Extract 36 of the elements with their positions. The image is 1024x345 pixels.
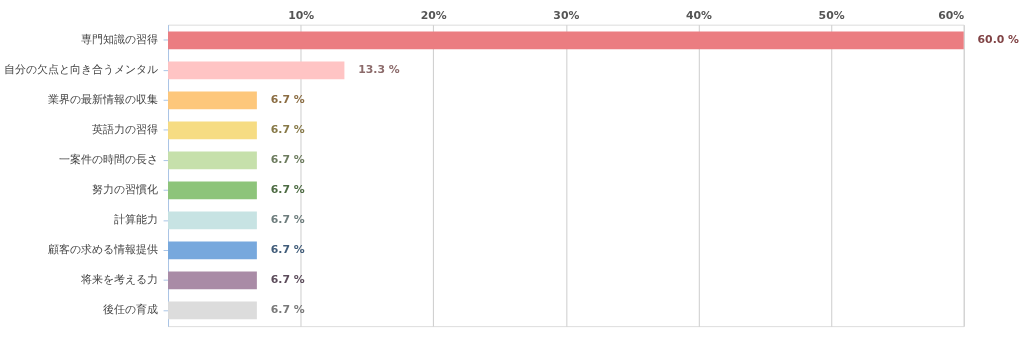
x-tick-label: 50%	[818, 9, 845, 23]
bar	[168, 91, 257, 110]
x-tick-label: 30%	[553, 9, 580, 23]
data-label: 6.7 %	[270, 153, 305, 167]
y-tick-label: 努力の習慣化	[91, 183, 158, 197]
bar	[168, 301, 257, 320]
y-tick-label: 将来を考える力	[79, 273, 158, 287]
bar	[168, 211, 257, 230]
bar	[168, 151, 257, 170]
bar	[168, 61, 345, 80]
x-tick-label: 10%	[288, 9, 315, 23]
bar	[168, 121, 257, 140]
bar	[168, 241, 257, 260]
bar	[168, 31, 964, 50]
x-tick-label: 40%	[685, 9, 713, 23]
data-label: 60.0 %	[977, 33, 1020, 47]
y-tick-label: 専門知識の習得	[80, 33, 158, 47]
data-label: 6.7 %	[270, 243, 305, 257]
data-label: 13.3 %	[358, 63, 400, 77]
data-label: 6.7 %	[270, 273, 305, 287]
y-tick-label: 英語力の習得	[91, 123, 158, 137]
data-label: 6.7 %	[270, 123, 305, 137]
data-label: 6.7 %	[270, 93, 305, 107]
bar	[168, 181, 257, 200]
x-tick-label: 20%	[420, 9, 447, 23]
x-tick-label: 60%	[938, 9, 965, 23]
data-label: 6.7 %	[270, 183, 305, 197]
data-label: 6.7 %	[270, 303, 305, 317]
y-tick-label: 後任の育成	[102, 303, 158, 317]
y-tick-label: 顧客の求める情報提供	[47, 243, 158, 257]
data-label: 6.7 %	[270, 213, 305, 227]
y-tick-label: 自分の欠点と向き合うメンタル	[3, 63, 158, 77]
y-tick-label: 計算能力	[113, 213, 158, 227]
bar	[168, 271, 257, 290]
y-tick-label: 業界の最新情報の収集	[47, 93, 158, 107]
y-tick-label: 一案件の時間の長さ	[58, 153, 158, 167]
